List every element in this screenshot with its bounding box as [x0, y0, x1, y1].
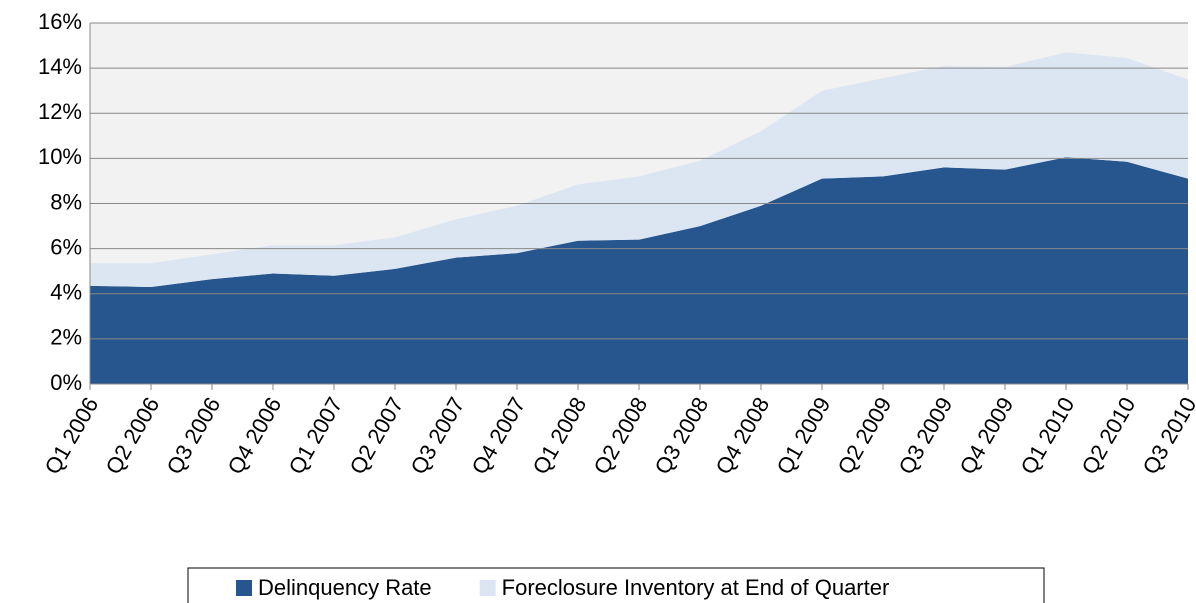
y-tick-label: 6%	[50, 234, 82, 259]
x-tick-label: Q2 2007	[345, 393, 409, 479]
x-tick-label: Q1 2010	[1016, 393, 1080, 479]
x-tick-label: Q3 2007	[406, 393, 470, 479]
x-tick-label: Q3 2010	[1138, 393, 1196, 479]
x-tick-label: Q3 2008	[650, 393, 714, 479]
y-tick-label: 10%	[38, 144, 82, 169]
x-tick-label: Q4 2007	[467, 393, 531, 479]
x-tick-label: Q1 2007	[284, 393, 348, 479]
x-tick-label: Q1 2006	[40, 393, 104, 479]
x-tick-label: Q4 2009	[955, 393, 1019, 479]
y-tick-label: 0%	[50, 370, 82, 395]
x-tick-label: Q2 2009	[833, 393, 897, 479]
x-tick-label: Q2 2010	[1077, 393, 1141, 479]
area	[90, 157, 1188, 384]
x-tick-label: Q3 2009	[894, 393, 958, 479]
area	[90, 52, 1188, 287]
legend-swatch	[236, 580, 252, 596]
x-tick-label: Q1 2008	[528, 393, 592, 479]
legend-label: Foreclosure Inventory at End of Quarter	[502, 575, 890, 600]
y-tick-label: 4%	[50, 280, 82, 305]
x-tick-label: Q4 2008	[711, 393, 775, 479]
y-tick-label: 2%	[50, 325, 82, 350]
legend-swatch	[479, 580, 496, 596]
x-tick-label: Q2 2006	[101, 393, 165, 479]
legend-box	[187, 567, 1045, 603]
x-tick-label: Q3 2006	[162, 393, 226, 479]
legend-label: Delinquency Rate	[258, 575, 432, 600]
y-tick-label: 16%	[38, 9, 82, 34]
y-tick-label: 12%	[38, 99, 82, 124]
x-tick-label: Q1 2009	[772, 393, 836, 479]
x-tick-label: Q2 2008	[589, 393, 653, 479]
y-tick-label: 14%	[38, 54, 82, 79]
y-tick-label: 8%	[50, 189, 82, 214]
x-tick-label: Q4 2006	[223, 393, 287, 479]
